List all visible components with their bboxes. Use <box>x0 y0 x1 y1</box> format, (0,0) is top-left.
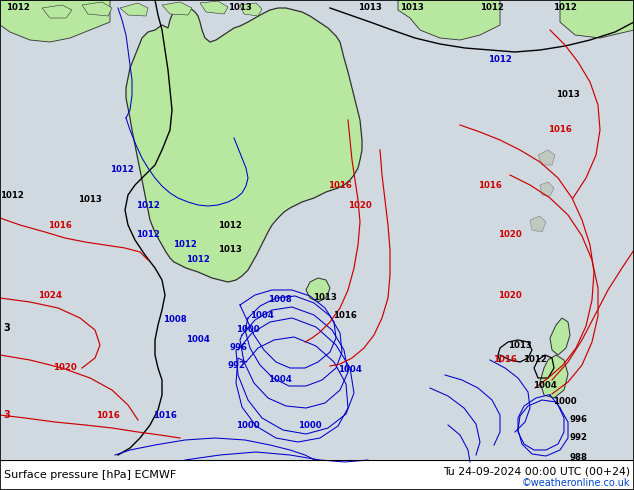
Text: 1012: 1012 <box>136 200 160 210</box>
Polygon shape <box>540 355 568 398</box>
Text: 1004: 1004 <box>250 311 274 319</box>
Text: 1012: 1012 <box>6 3 30 13</box>
Text: 1020: 1020 <box>498 230 522 240</box>
Text: 1013: 1013 <box>400 3 424 13</box>
Text: 1016: 1016 <box>548 125 572 134</box>
Text: 1008: 1008 <box>163 316 187 324</box>
Polygon shape <box>200 1 228 14</box>
Text: 1012: 1012 <box>523 356 547 365</box>
Polygon shape <box>398 0 500 40</box>
Text: 1012: 1012 <box>136 230 160 240</box>
Text: 1004: 1004 <box>186 336 210 344</box>
Polygon shape <box>126 8 362 282</box>
Text: 992: 992 <box>227 361 245 369</box>
Polygon shape <box>306 278 330 302</box>
Text: 1013: 1013 <box>78 196 102 204</box>
Text: 1020: 1020 <box>348 200 372 210</box>
Text: 1004: 1004 <box>533 381 557 390</box>
Text: 1008: 1008 <box>268 295 292 304</box>
Text: 1012: 1012 <box>553 3 577 13</box>
Text: 1004: 1004 <box>338 366 362 374</box>
Text: Surface pressure [hPa] ECMWF: Surface pressure [hPa] ECMWF <box>4 470 176 480</box>
Polygon shape <box>82 2 112 16</box>
Text: 988: 988 <box>569 452 587 462</box>
Text: 1013: 1013 <box>508 341 532 349</box>
Text: 1012: 1012 <box>488 55 512 65</box>
Text: 1000: 1000 <box>236 325 260 335</box>
Polygon shape <box>240 3 262 16</box>
Polygon shape <box>550 318 570 355</box>
Polygon shape <box>530 216 546 232</box>
Text: 992: 992 <box>569 434 587 442</box>
Text: 1016: 1016 <box>48 220 72 229</box>
Text: 1012: 1012 <box>480 3 504 13</box>
Text: 1013: 1013 <box>556 91 580 99</box>
Text: 996: 996 <box>229 343 247 352</box>
Text: 1013: 1013 <box>358 3 382 13</box>
Text: 1004: 1004 <box>268 375 292 385</box>
Polygon shape <box>120 3 148 16</box>
Text: 1012: 1012 <box>186 255 210 265</box>
Text: 1012: 1012 <box>173 241 197 249</box>
Text: 1016: 1016 <box>493 356 517 365</box>
Text: 1012: 1012 <box>0 191 24 199</box>
Bar <box>0 460 634 490</box>
Text: 1013: 1013 <box>218 245 242 254</box>
Text: 1000: 1000 <box>236 420 260 430</box>
Polygon shape <box>538 150 555 165</box>
Text: 1016: 1016 <box>153 411 177 419</box>
Text: 1013: 1013 <box>313 294 337 302</box>
Text: 1016: 1016 <box>478 180 502 190</box>
Text: 1020: 1020 <box>498 291 522 299</box>
Polygon shape <box>560 0 634 38</box>
Text: 1016: 1016 <box>328 180 352 190</box>
Text: 996: 996 <box>569 416 587 424</box>
Text: Tu 24-09-2024 00:00 UTC (00+24): Tu 24-09-2024 00:00 UTC (00+24) <box>443 466 630 476</box>
Text: 3: 3 <box>3 323 10 333</box>
Text: 1013: 1013 <box>228 3 252 13</box>
Polygon shape <box>0 0 110 42</box>
Text: 1016: 1016 <box>96 411 120 419</box>
Polygon shape <box>540 182 554 196</box>
Text: 1024: 1024 <box>38 291 62 299</box>
Text: ©weatheronline.co.uk: ©weatheronline.co.uk <box>522 478 630 488</box>
Polygon shape <box>42 5 72 18</box>
Polygon shape <box>162 2 192 15</box>
Text: 1020: 1020 <box>53 364 77 372</box>
Text: 1012: 1012 <box>110 166 134 174</box>
Text: 1000: 1000 <box>298 420 322 430</box>
Text: 3: 3 <box>3 410 10 420</box>
Text: 1000: 1000 <box>553 397 577 407</box>
Text: 1016: 1016 <box>333 311 357 319</box>
Text: 1012: 1012 <box>218 220 242 229</box>
